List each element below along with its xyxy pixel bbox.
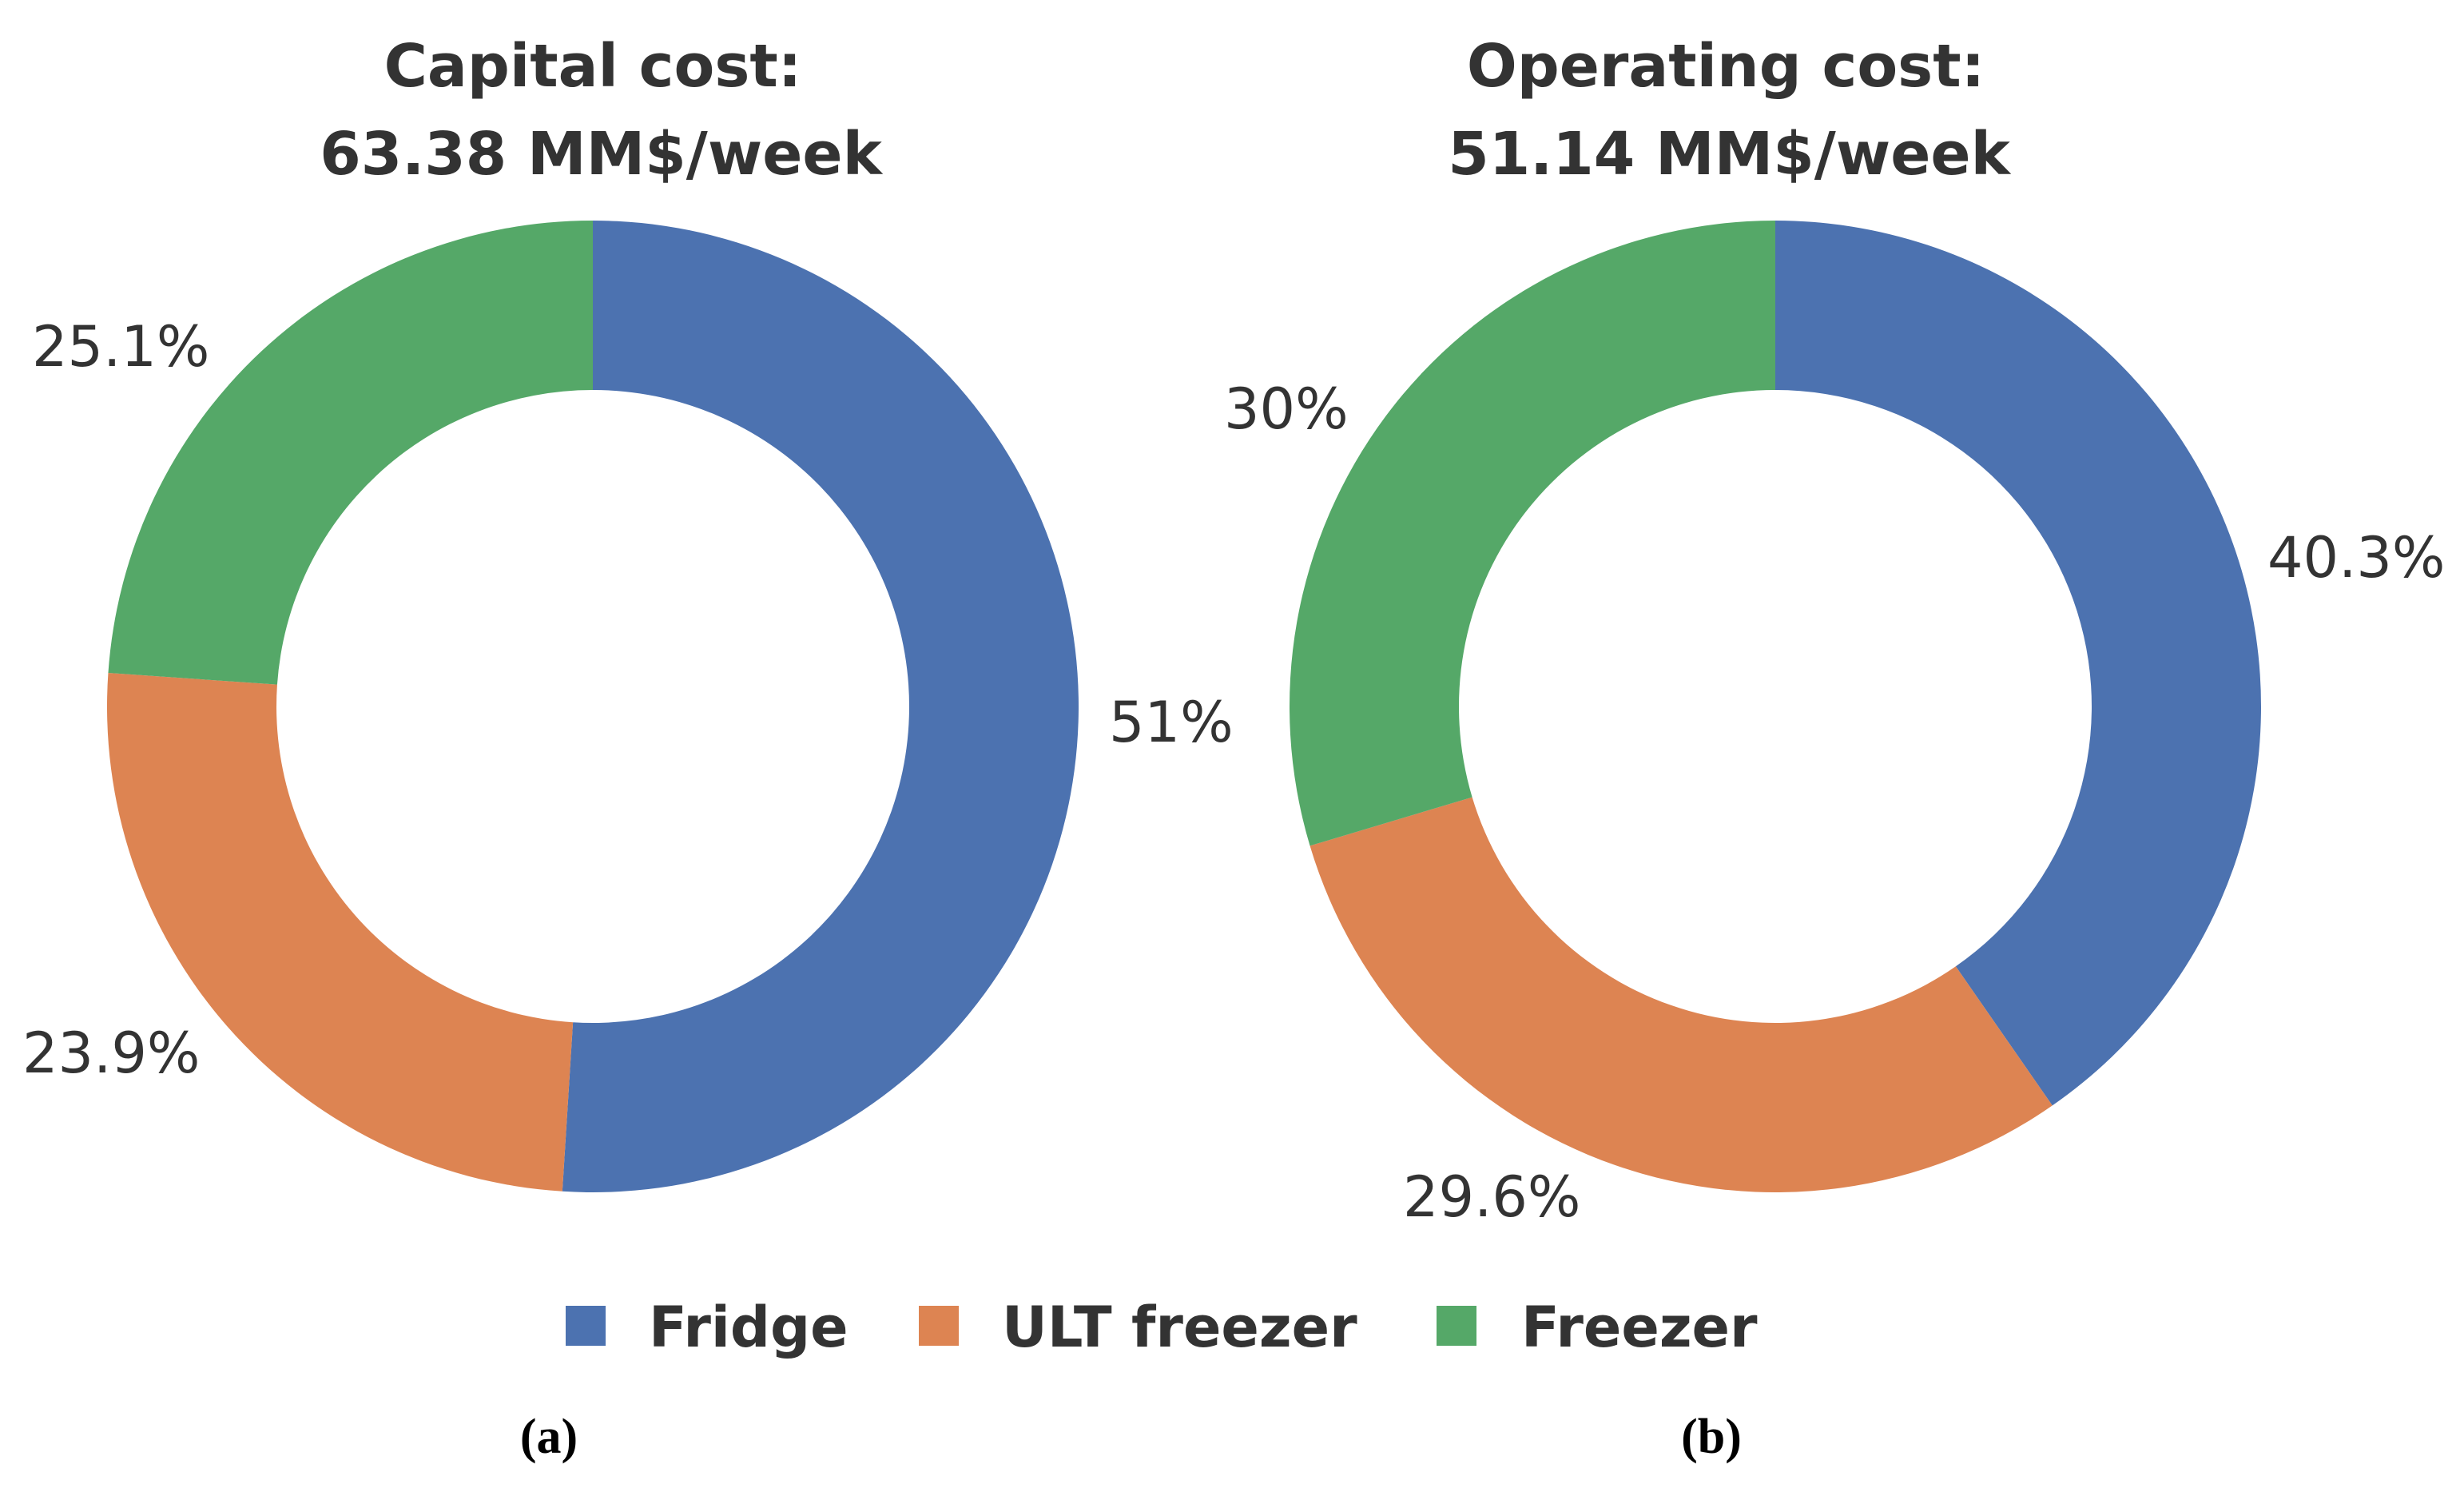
legend-label-fridge: Fridge — [649, 1295, 848, 1360]
chart-b-slice-fridge — [1775, 221, 2262, 1106]
chart-b-subtitle: 51.14 MM$/week — [1448, 120, 2011, 189]
chart-a-slice-fridge — [562, 221, 1079, 1192]
chart-a-label-ult-freezer: 25.1% — [32, 314, 209, 380]
chart-b: Operating cost: 51.14 MM$/week 40.3% 30%… — [1224, 32, 2445, 1464]
legend-swatch-fridge — [566, 1306, 606, 1346]
chart-a-subtitle: 63.38 MM$/week — [320, 120, 883, 189]
chart-a-label-freezer: 23.9% — [22, 1021, 200, 1086]
chart-a-slice-freezer — [108, 221, 593, 685]
chart-a-label-fridge: 51% — [1109, 690, 1234, 755]
chart-b-label-ult-freezer: 30% — [1224, 376, 1349, 442]
chart-a-title: Capital cost: — [384, 32, 802, 101]
chart-b-panel-label: (b) — [1681, 1410, 1742, 1464]
legend-label-ult-freezer: ULT freezer — [1002, 1295, 1357, 1360]
legend: Fridge ULT freezer Freezer — [566, 1295, 1758, 1360]
legend-label-freezer: Freezer — [1521, 1295, 1758, 1360]
chart-b-slice-ult-freezer — [1309, 797, 2053, 1192]
chart-b-slices — [1290, 221, 2262, 1192]
chart-b-slice-freezer — [1290, 221, 1775, 846]
chart-b-label-freezer: 29.6% — [1403, 1164, 1580, 1230]
chart-b-label-fridge: 40.3% — [2267, 525, 2445, 591]
chart-a: Capital cost: 63.38 MM$/week 51% 25.1% 2… — [22, 32, 1234, 1464]
chart-b-title: Operating cost: — [1467, 32, 1985, 101]
chart-a-panel-label: (a) — [520, 1410, 578, 1464]
legend-swatch-freezer — [1437, 1306, 1476, 1346]
chart-a-slices — [106, 221, 1079, 1192]
legend-swatch-ult-freezer — [919, 1306, 959, 1346]
chart-a-slice-ult-freezer — [106, 673, 574, 1192]
